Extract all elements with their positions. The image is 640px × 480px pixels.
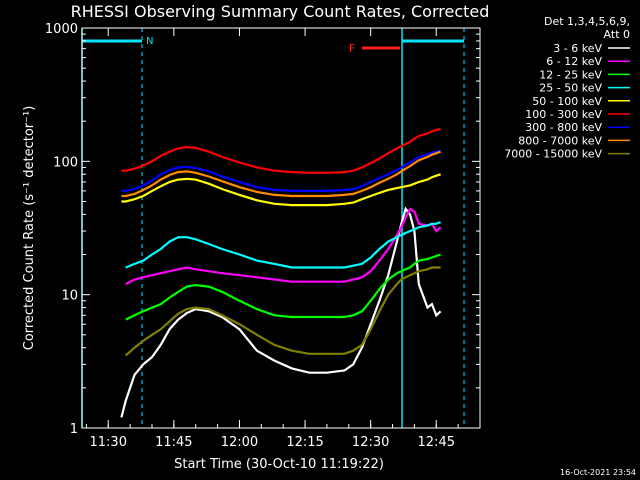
legend-label: 3 - 6 keV	[553, 42, 602, 55]
legend-label: 12 - 25 keV	[539, 68, 602, 81]
series-line-1	[125, 207, 442, 286]
x-tick-label: 12:15	[286, 435, 323, 450]
night-label: N	[146, 36, 153, 47]
y-tick-label: 1000	[45, 22, 78, 37]
x-tick-label: 12:45	[418, 435, 455, 450]
chart-title: RHESSI Observing Summary Count Rates, Co…	[71, 2, 490, 21]
legend-label: 7000 - 15000 keV	[504, 148, 602, 161]
series-line-5	[121, 127, 441, 174]
x-tick-label: 11:30	[90, 435, 127, 450]
datestamp: 16-Oct-2021 23:54	[560, 468, 636, 477]
series-line-2	[125, 253, 441, 321]
x-axis-label: Start Time (30-Oct-10 11:19:22)	[174, 457, 384, 472]
flare-label: F	[349, 42, 355, 55]
series-layer	[120, 127, 442, 418]
legend-label: 100 - 300 keV	[525, 108, 602, 121]
x-tick-label: 12:30	[352, 435, 389, 450]
legend-label: 300 - 800 keV	[525, 121, 602, 134]
legend-label: 6 - 12 keV	[546, 55, 602, 68]
x-tick-label: 11:45	[155, 435, 192, 450]
series-line-0	[120, 206, 442, 418]
y-axis-label: Corrected Count Rate (s⁻¹ detector⁻¹)	[22, 106, 37, 351]
legend-header-line-2: Att 0	[604, 28, 630, 41]
axis-layer: 11:30 11:45 12:00 12:15 12:30 12:45 1 10 100 1000	[45, 22, 481, 450]
y-tick-label: 100	[53, 155, 78, 170]
series-line-6	[121, 149, 441, 192]
series-line-3	[125, 221, 442, 269]
series-line-4	[121, 173, 441, 207]
plot-frame	[81, 27, 481, 429]
series-line-7	[121, 150, 441, 198]
legend-label: 50 - 100 keV	[532, 95, 602, 108]
y-tick-label: 1	[70, 422, 78, 437]
series-line-8	[124, 266, 441, 357]
legend-header-line-1: Det 1,3,4,5,6,9,	[544, 15, 630, 28]
legend-label: 25 - 50 keV	[539, 82, 602, 95]
legend-label: 800 - 7000 keV	[518, 134, 602, 147]
y-tick-label: 10	[61, 289, 78, 304]
x-tick-label: 12:00	[221, 435, 258, 450]
